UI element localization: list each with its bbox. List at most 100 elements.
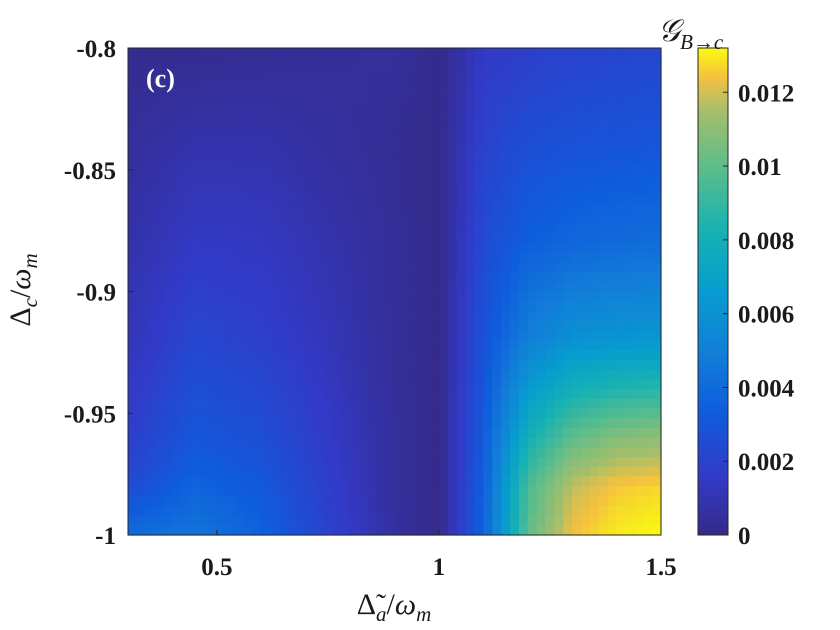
heatmap-cell bbox=[332, 486, 342, 497]
heatmap-cell bbox=[207, 398, 218, 409]
heatmap-cell bbox=[323, 145, 333, 156]
heatmap-cell bbox=[323, 388, 333, 400]
heatmap-cell bbox=[341, 301, 351, 312]
heatmap-cell bbox=[456, 155, 467, 166]
heatmap-cell bbox=[154, 194, 165, 205]
heatmap-cell bbox=[527, 437, 538, 448]
heatmap-cell bbox=[323, 427, 333, 439]
heatmap-cell bbox=[350, 223, 360, 234]
heatmap-cell bbox=[465, 496, 476, 507]
heatmap-cell bbox=[216, 242, 227, 254]
heatmap-cell bbox=[172, 233, 182, 244]
heatmap-cell bbox=[332, 496, 342, 507]
heatmap-cell bbox=[314, 252, 325, 263]
heatmap-cell bbox=[207, 135, 218, 146]
heatmap-cell bbox=[145, 184, 156, 195]
heatmap-cell bbox=[358, 194, 369, 205]
heatmap-cell bbox=[403, 369, 413, 380]
heatmap-cell bbox=[634, 213, 644, 224]
heatmap-cell bbox=[652, 447, 662, 458]
heatmap-cell bbox=[252, 330, 262, 341]
heatmap-cell bbox=[323, 164, 333, 176]
heatmap-cell bbox=[376, 418, 387, 429]
heatmap-cell bbox=[483, 515, 493, 526]
heatmap-cell bbox=[527, 505, 538, 517]
heatmap-cell bbox=[314, 476, 325, 487]
heatmap-cell bbox=[474, 48, 484, 59]
heatmap-cell bbox=[509, 96, 520, 108]
heatmap-cell bbox=[447, 359, 458, 371]
heatmap-cell bbox=[438, 233, 449, 244]
heatmap-cell bbox=[527, 233, 538, 244]
heatmap-cell bbox=[279, 57, 289, 69]
heatmap-cell bbox=[474, 106, 484, 117]
heatmap-cell bbox=[190, 262, 200, 273]
heatmap-cell bbox=[163, 174, 174, 185]
heatmap-cell bbox=[572, 174, 582, 185]
heatmap-cell bbox=[128, 155, 138, 166]
heatmap-cell bbox=[252, 203, 262, 215]
heatmap-cell bbox=[643, 408, 653, 419]
heatmap-cell bbox=[616, 184, 627, 195]
heatmap-cell bbox=[598, 242, 609, 254]
heatmap-cell bbox=[305, 223, 316, 234]
heatmap-cell bbox=[367, 496, 378, 507]
heatmap-cell bbox=[199, 96, 209, 108]
heatmap-cell bbox=[403, 427, 413, 439]
heatmap-cell bbox=[643, 67, 653, 78]
heatmap-cell bbox=[287, 155, 298, 166]
heatmap-cell bbox=[199, 184, 209, 195]
heatmap-cell bbox=[598, 340, 609, 351]
heatmap-cell bbox=[598, 437, 609, 448]
heatmap-cell bbox=[625, 96, 635, 108]
heatmap-cell bbox=[492, 77, 502, 88]
heatmap-cell bbox=[643, 398, 653, 409]
heatmap-cell bbox=[190, 281, 200, 293]
heatmap-cell bbox=[447, 281, 458, 293]
heatmap-cell bbox=[243, 174, 253, 185]
heatmap-cell bbox=[509, 505, 520, 517]
heatmap-cell bbox=[145, 320, 156, 332]
heatmap-cell bbox=[501, 262, 511, 273]
heatmap-cell bbox=[527, 135, 538, 146]
heatmap-cell bbox=[581, 525, 591, 536]
heatmap-cell bbox=[563, 310, 573, 322]
heatmap-cell bbox=[314, 48, 325, 59]
heatmap-cell bbox=[358, 155, 369, 166]
heatmap-cell bbox=[279, 252, 289, 263]
heatmap-cell bbox=[501, 106, 511, 117]
heatmap-cell bbox=[447, 310, 458, 322]
heatmap-cell bbox=[589, 457, 600, 468]
heatmap-cell bbox=[589, 301, 600, 312]
heatmap-cell bbox=[367, 515, 378, 526]
heatmap-cell bbox=[145, 398, 156, 409]
heatmap-cell bbox=[616, 359, 627, 371]
heatmap-cell bbox=[536, 496, 547, 507]
heatmap-cell bbox=[279, 86, 289, 98]
heatmap-cell bbox=[652, 496, 662, 507]
heatmap-cell bbox=[136, 427, 147, 439]
heatmap-cell bbox=[136, 505, 147, 517]
heatmap-cell bbox=[625, 398, 635, 409]
heatmap-cell bbox=[207, 48, 218, 59]
heatmap-cell bbox=[563, 398, 573, 409]
heatmap-cell bbox=[421, 418, 431, 429]
heatmap-cell bbox=[581, 486, 591, 497]
heatmap-cell bbox=[243, 525, 253, 536]
heatmap-cell bbox=[128, 116, 138, 127]
heatmap-cell bbox=[314, 457, 325, 468]
heatmap-cell bbox=[216, 379, 227, 390]
heatmap-cell bbox=[350, 106, 360, 117]
heatmap-cell bbox=[589, 86, 600, 98]
heatmap-cell bbox=[509, 398, 520, 409]
heatmap-cell bbox=[465, 233, 476, 244]
heatmap-cell bbox=[403, 447, 413, 458]
heatmap-cell bbox=[634, 233, 644, 244]
heatmap-cell bbox=[225, 408, 236, 419]
heatmap-cell bbox=[234, 252, 245, 263]
heatmap-cell bbox=[216, 427, 227, 439]
heatmap-cell bbox=[598, 116, 609, 127]
heatmap-cell bbox=[598, 96, 609, 108]
heatmap-cell bbox=[385, 320, 396, 332]
heatmap-cell bbox=[216, 184, 227, 195]
